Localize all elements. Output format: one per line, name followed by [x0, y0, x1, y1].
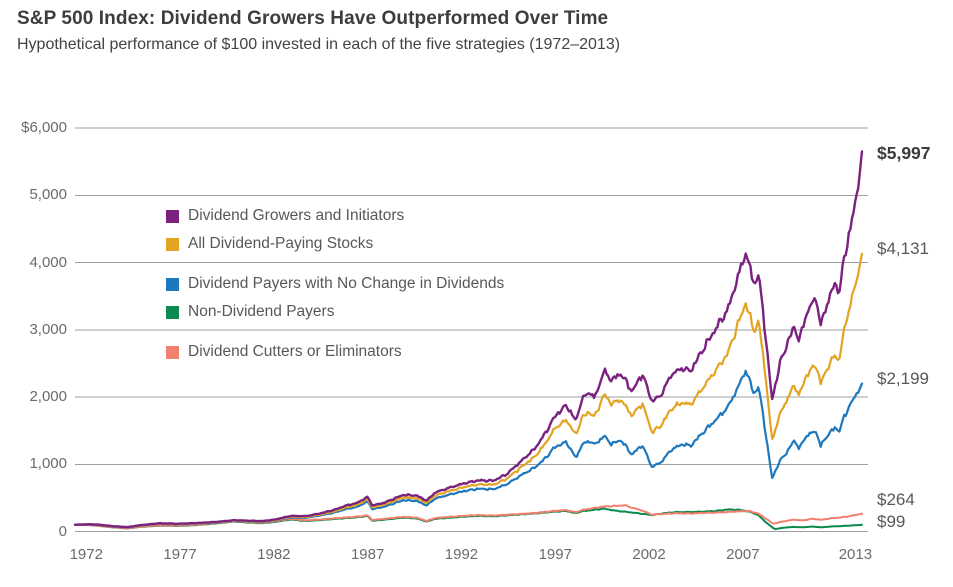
series-end-value-label: $5,997	[877, 143, 931, 163]
series-line-3	[73, 369, 864, 529]
legend-label: Non-Dividend Payers	[188, 303, 335, 320]
y-axis-tick-label: 5,000	[29, 186, 67, 204]
x-axis-tick-label: 1987	[350, 546, 385, 563]
y-axis-tick-label: 1,000	[29, 455, 67, 473]
y-axis-tick-label: 3,000	[29, 320, 67, 338]
legend-item: Dividend Payers with No Change in Divide…	[166, 275, 504, 293]
legend-swatch-icon	[166, 277, 179, 291]
x-axis-tick-label: 2007	[726, 546, 760, 563]
x-axis-tick-label: 2013	[838, 546, 873, 563]
legend-swatch-icon	[166, 305, 179, 319]
y-axis-tick-label: 0	[58, 522, 67, 540]
legend-label: Dividend Payers with No Change in Divide…	[188, 275, 505, 292]
series-end-value-label: $99	[877, 512, 906, 531]
legend-item: Dividend Growers and Initiators	[166, 207, 404, 225]
series-end-value-label: $2,199	[877, 369, 929, 388]
y-axis-tick-label: 2,000	[29, 388, 67, 405]
series-end-value-label: $4,131	[877, 239, 929, 258]
legend-item: All Dividend-Paying Stocks	[166, 235, 373, 253]
page-subtitle: Hypothetical performance of $100 investe…	[17, 36, 621, 53]
y-axis-tick-label: $6,000	[21, 119, 67, 136]
legend-label: Dividend Cutters or Eliminators	[188, 343, 402, 360]
x-axis-tick-label: 1997	[538, 546, 572, 563]
series-end-value-label: $264	[877, 490, 915, 509]
legend-swatch-icon	[166, 345, 179, 359]
x-axis-tick-label: 2002	[632, 546, 666, 563]
x-axis-tick-label: 1972	[69, 546, 103, 563]
x-axis-tick-label: 1977	[163, 546, 197, 563]
series-line-2	[73, 252, 864, 529]
legend-label: Dividend Growers and Initiators	[188, 207, 405, 224]
x-axis-tick-label: 1992	[444, 546, 479, 563]
page-title: S&P 500 Index: Dividend Growers Have Out…	[17, 8, 609, 29]
series-line-1	[73, 150, 864, 529]
legend-item: Dividend Cutters or Eliminators	[166, 343, 402, 361]
legend-swatch-icon	[166, 237, 179, 251]
legend-item: Non-Dividend Payers	[166, 303, 334, 321]
y-axis-tick-label: 4,000	[29, 253, 67, 271]
legend-label: All Dividend-Paying Stocks	[188, 235, 374, 252]
x-axis-tick-label: 1982	[257, 546, 291, 563]
legend-swatch-icon	[166, 209, 179, 223]
